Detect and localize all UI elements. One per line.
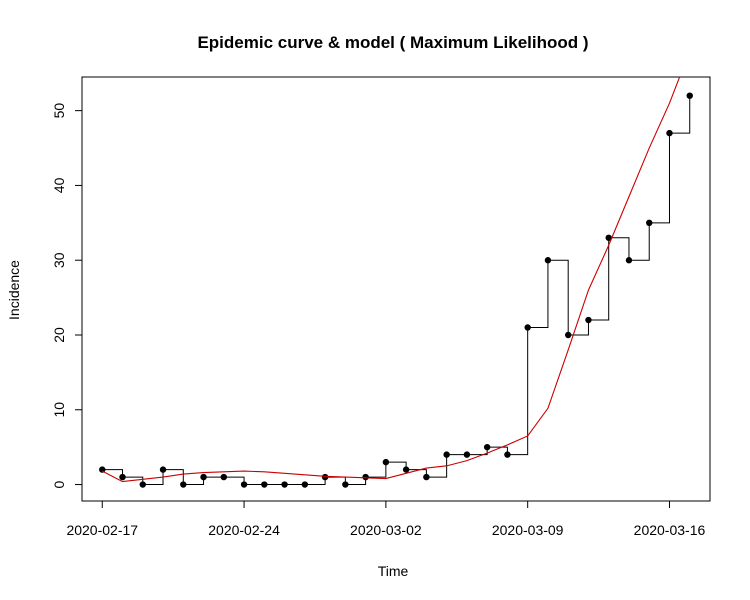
y-tick-label: 10 [51, 402, 67, 418]
observed-point [362, 473, 369, 481]
x-axis: 2020-02-17 2020-02-24 2020-03-02 2020-03-09… [66, 501, 705, 538]
observed-point [240, 481, 248, 488]
y-tick-label: 30 [51, 252, 67, 268]
observed-point [402, 466, 410, 473]
plot-frame [81, 76, 711, 502]
observed-point [544, 257, 552, 264]
observed-point [342, 481, 349, 488]
x-tick-label: 2020-03-09 [492, 522, 564, 538]
observed-point [625, 257, 633, 264]
model-fit-line [102, 77, 681, 483]
chart-title: Epidemic curve & model ( Maximum Likelih… [197, 33, 588, 52]
observed-point [139, 481, 146, 488]
observed-point [200, 473, 207, 481]
observed-point [564, 331, 572, 339]
observed-point [159, 466, 167, 473]
observed-point [301, 481, 309, 488]
y-tick-label: 50 [51, 103, 67, 119]
observed-point [281, 481, 288, 488]
y-tick-label: 0 [51, 480, 67, 488]
observed-point [382, 458, 390, 466]
observed-point [646, 219, 653, 227]
observed-point [443, 451, 450, 458]
observed-point [585, 316, 592, 324]
x-tick-label: 2020-02-17 [66, 522, 138, 538]
observed-point [666, 129, 673, 137]
observed-step-line [102, 95, 691, 486]
observed-point [99, 466, 106, 473]
observed-point [483, 443, 491, 451]
observed-point [524, 324, 531, 331]
observed-point [261, 481, 268, 488]
observed-point [686, 92, 693, 99]
y-axis: 0 10 20 30 40 50 [51, 103, 82, 488]
y-axis-label: Incidence [6, 260, 22, 320]
observed-point [605, 234, 612, 241]
observed-point [504, 451, 511, 458]
observed-point [180, 481, 187, 488]
observed-point [119, 473, 126, 481]
y-tick-label: 20 [51, 327, 67, 343]
observed-point [220, 473, 228, 481]
series-layer [99, 77, 693, 488]
x-tick-label: 2020-03-02 [350, 522, 422, 538]
x-tick-label: 2020-02-24 [208, 522, 280, 538]
observed-point [321, 473, 329, 481]
observed-point [463, 451, 471, 458]
x-tick-label: 2020-03-16 [634, 522, 706, 538]
observed-point [423, 473, 430, 481]
y-tick-label: 40 [51, 177, 67, 193]
x-axis-label: Time [378, 563, 409, 579]
